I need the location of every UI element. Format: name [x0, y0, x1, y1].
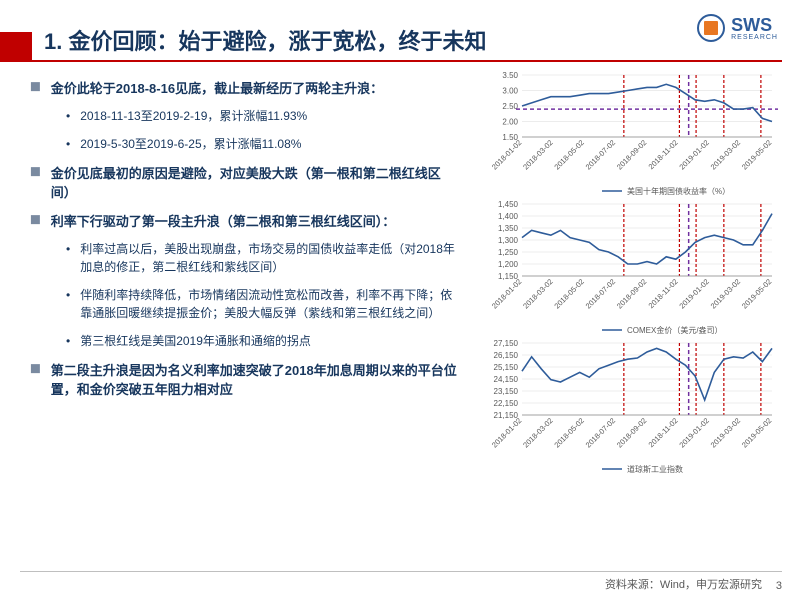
svg-text:24,150: 24,150: [494, 375, 519, 384]
svg-text:23,150: 23,150: [494, 387, 519, 396]
svg-text:1,200: 1,200: [498, 260, 519, 269]
svg-text:3.50: 3.50: [502, 71, 518, 80]
svg-text:2018-03-02: 2018-03-02: [521, 277, 554, 310]
bullet-level-1: 金价此轮于2018-8-16见底，截止最新经历了两轮主升浪：: [30, 78, 460, 97]
bullet-level-2: 2019-5-30至2019-6-25，累计涨幅11.08%: [66, 135, 460, 153]
svg-text:2019-05-02: 2019-05-02: [740, 416, 773, 449]
logo: SWS RESEARCH: [697, 14, 778, 42]
charts-panel: 1.502.002.503.003.502018-01-022018-03-02…: [482, 70, 782, 477]
svg-text:COMEX金价（美元/盎司）: COMEX金价（美元/盎司）: [627, 325, 723, 335]
svg-text:2019-05-02: 2019-05-02: [740, 277, 773, 310]
svg-text:2019-01-02: 2019-01-02: [677, 138, 710, 171]
svg-text:26,150: 26,150: [494, 351, 519, 360]
svg-text:2018-05-02: 2018-05-02: [552, 277, 585, 310]
page-number: 3: [776, 580, 782, 592]
bullet-level-1: 利率下行驱动了第一段主升浪（第二根和第三根红线区间）：: [30, 211, 460, 230]
chart: 21,15022,15023,15024,15025,15026,15027,1…: [482, 338, 782, 477]
svg-text:1,300: 1,300: [498, 236, 519, 245]
chart: 1.502.002.503.003.502018-01-022018-03-02…: [482, 70, 782, 199]
svg-text:2018-01-02: 2018-01-02: [490, 277, 523, 310]
svg-text:2019-03-02: 2019-03-02: [709, 416, 742, 449]
svg-text:1,250: 1,250: [498, 248, 519, 257]
svg-text:2019-01-02: 2019-01-02: [677, 416, 710, 449]
svg-text:2019-03-02: 2019-03-02: [709, 277, 742, 310]
svg-text:2018-11-02: 2018-11-02: [647, 138, 680, 171]
svg-text:1,400: 1,400: [498, 212, 519, 221]
svg-text:2.00: 2.00: [502, 118, 518, 127]
svg-text:2019-03-02: 2019-03-02: [709, 138, 742, 171]
bullet-level-2: 伴随利率持续降低，市场情绪因流动性宽松而改善，利率不再下降；依靠通胀回暖继续提振…: [66, 286, 460, 322]
svg-text:道琼斯工业指数: 道琼斯工业指数: [627, 464, 683, 474]
chart: 1,1501,2001,2501,3001,3501,4001,4502018-…: [482, 199, 782, 338]
svg-text:25,150: 25,150: [494, 363, 519, 372]
footer-line: [20, 571, 782, 572]
svg-text:22,150: 22,150: [494, 399, 519, 408]
bullet-level-1: 第二段主升浪是因为名义利率加速突破了2018年加息周期以来的平台位置，和金价突破…: [30, 360, 460, 398]
svg-text:2018-03-02: 2018-03-02: [521, 138, 554, 171]
svg-text:美国十年期国债收益率（%）: 美国十年期国债收益率（%）: [627, 186, 730, 196]
logo-subtext: RESEARCH: [731, 34, 778, 41]
header-underline: [32, 60, 782, 62]
bullet-level-2: 利率过高以后，美股出现崩盘，市场交易的国债收益率走低（对2018年加息的修正，第…: [66, 240, 460, 276]
svg-text:2018-07-02: 2018-07-02: [584, 277, 617, 310]
header-red-bar: [0, 32, 32, 62]
bullet-content: 金价此轮于2018-8-16见底，截止最新经历了两轮主升浪： 2018-11-13…: [30, 78, 460, 408]
svg-text:2018-01-02: 2018-01-02: [490, 416, 523, 449]
svg-text:2019-01-02: 2019-01-02: [677, 277, 710, 310]
svg-text:2018-11-02: 2018-11-02: [647, 277, 680, 310]
svg-text:27,150: 27,150: [494, 339, 519, 348]
source-text: 资料来源：Wind，申万宏源研究: [605, 576, 762, 592]
svg-text:2018-03-02: 2018-03-02: [521, 416, 554, 449]
svg-text:2019-05-02: 2019-05-02: [740, 138, 773, 171]
logo-icon: [697, 14, 725, 42]
svg-text:1,350: 1,350: [498, 224, 519, 233]
logo-text: SWS: [731, 16, 778, 34]
slide-title: 1. 金价回顾：始于避险，涨于宽松，终于未知: [44, 24, 486, 56]
chart-1: 1.502.002.503.003.502018-01-022018-03-02…: [482, 70, 782, 199]
svg-text:2018-07-02: 2018-07-02: [584, 416, 617, 449]
svg-text:2018-11-02: 2018-11-02: [647, 416, 680, 449]
svg-text:2018-09-02: 2018-09-02: [615, 277, 648, 310]
svg-text:2018-01-02: 2018-01-02: [490, 138, 523, 171]
svg-text:2018-05-02: 2018-05-02: [552, 416, 585, 449]
svg-text:2018-07-02: 2018-07-02: [584, 138, 617, 171]
svg-text:3.00: 3.00: [502, 87, 518, 96]
bullet-level-2: 第三根红线是美国2019年通胀和通缩的拐点: [66, 332, 460, 350]
svg-text:2018-05-02: 2018-05-02: [552, 138, 585, 171]
bullet-level-1: 金价见底最初的原因是避险，对应美股大跌（第一根和第二根红线区间）: [30, 163, 460, 201]
svg-text:2018-09-02: 2018-09-02: [615, 416, 648, 449]
chart-2: 1,1501,2001,2501,3001,3501,4001,4502018-…: [482, 199, 782, 338]
bullet-level-2: 2018-11-13至2019-2-19，累计涨幅11.93%: [66, 107, 460, 125]
svg-text:1,450: 1,450: [498, 200, 519, 209]
svg-text:2018-09-02: 2018-09-02: [615, 138, 648, 171]
slide: 1. 金价回顾：始于避险，涨于宽松，终于未知 SWS RESEARCH 金价此轮…: [0, 0, 802, 602]
chart-3: 21,15022,15023,15024,15025,15026,15027,1…: [482, 338, 782, 477]
